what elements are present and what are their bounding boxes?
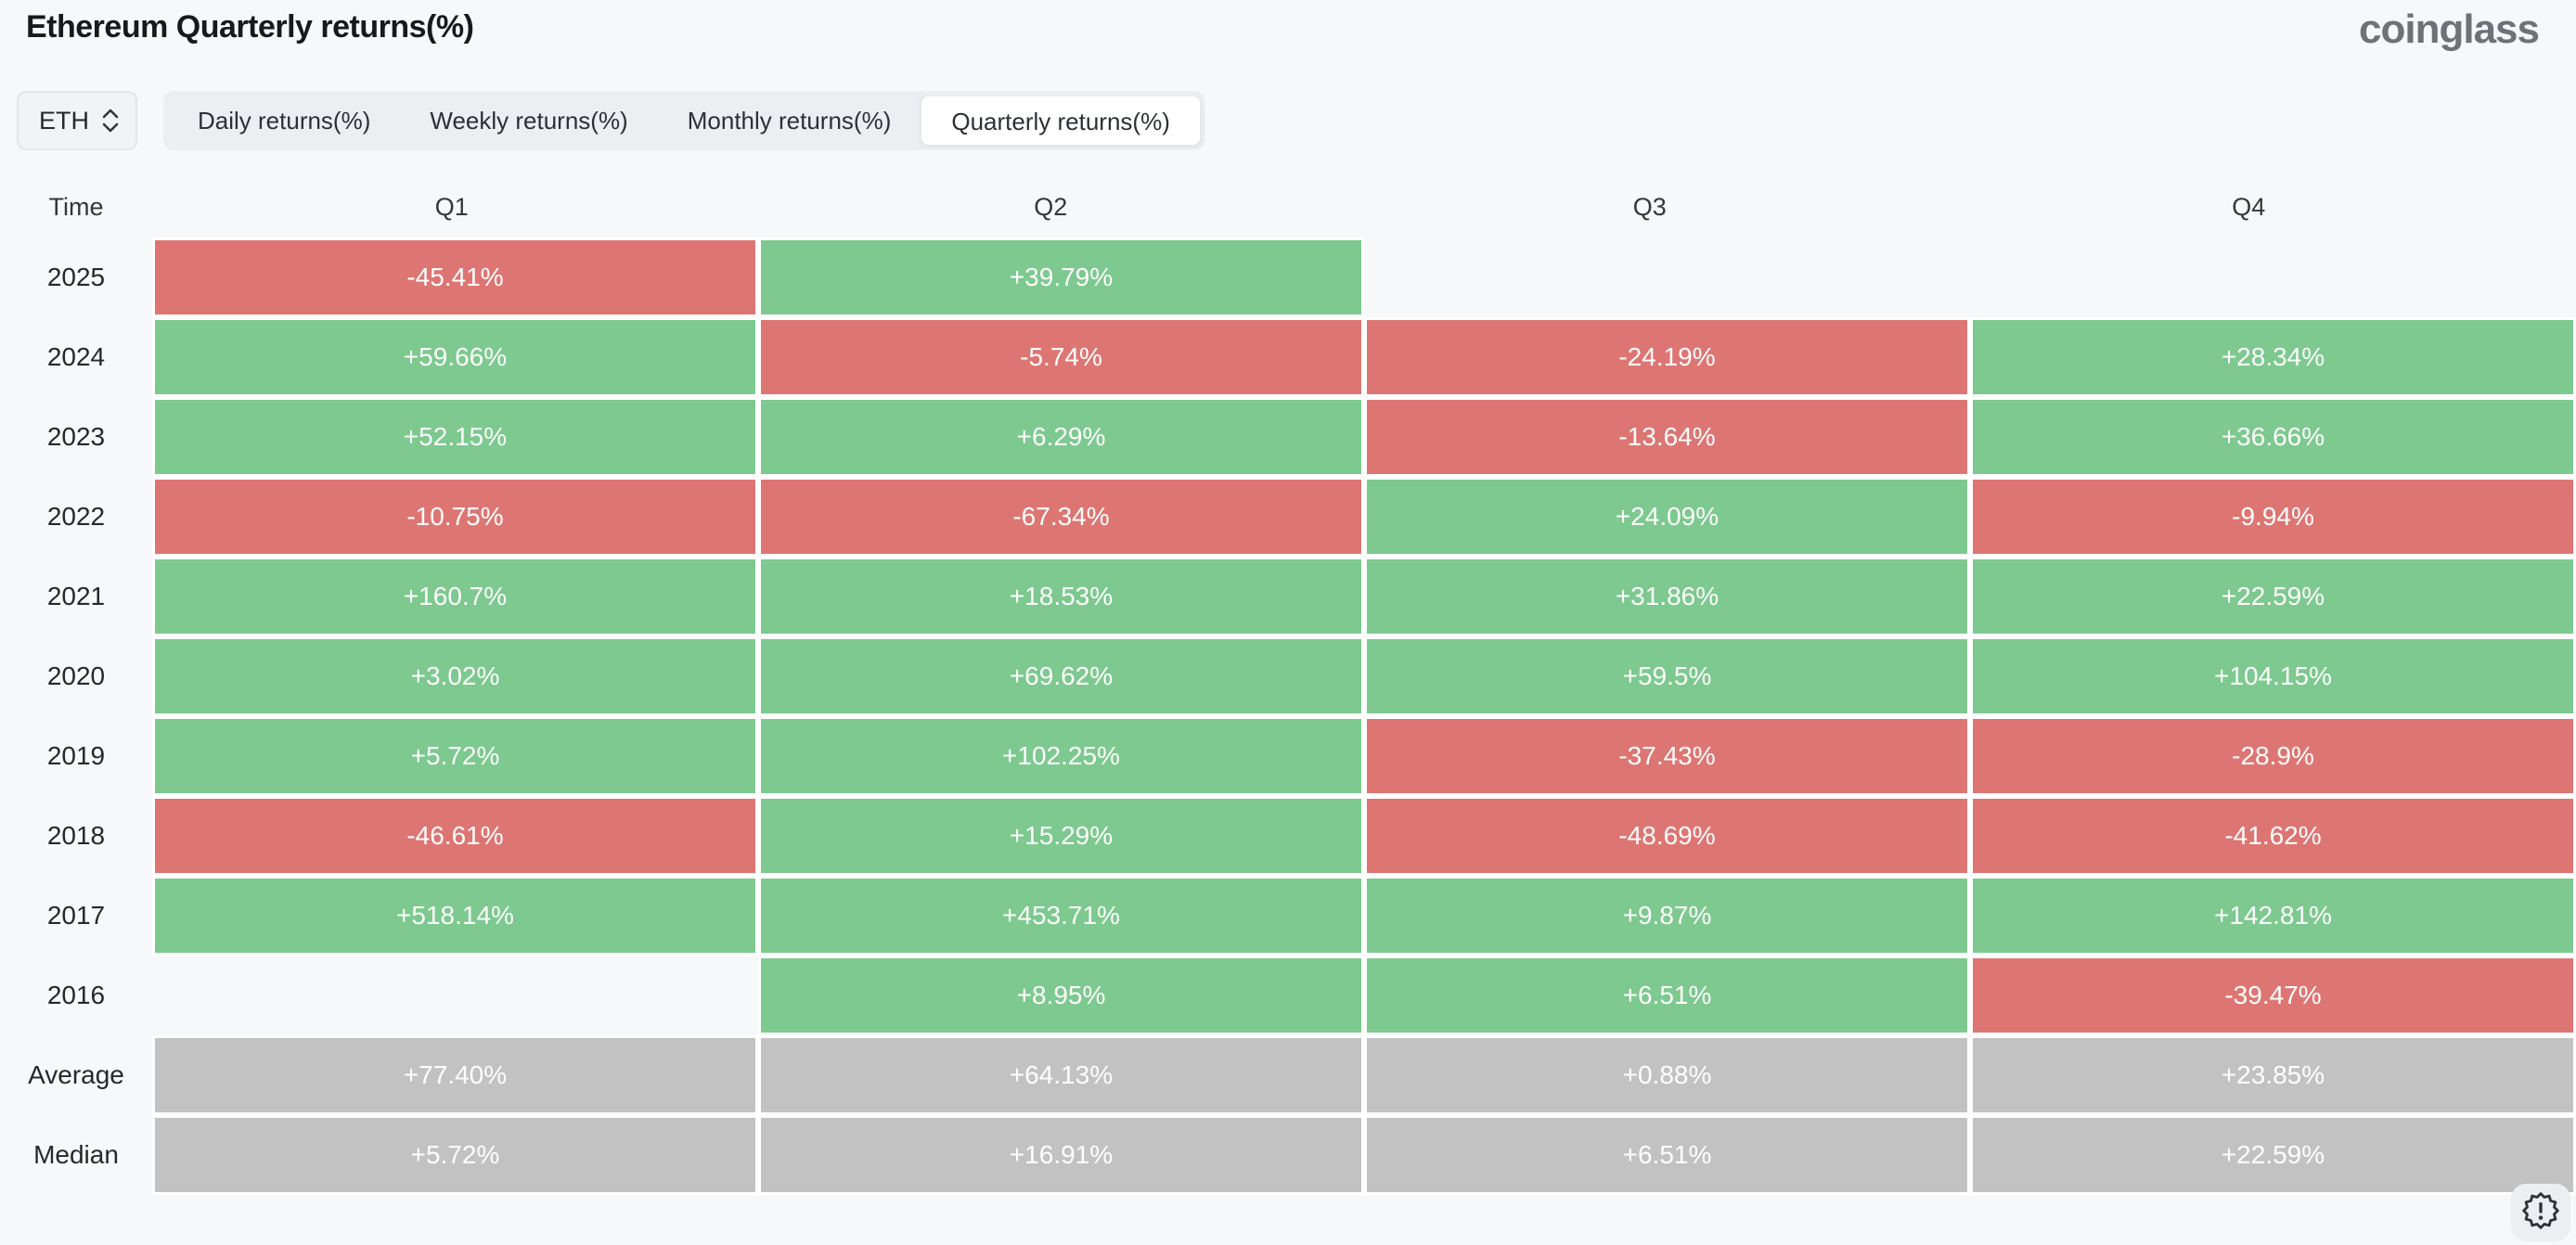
updown-chevron-icon [102,109,119,133]
column-header-q3: Q3 [1632,192,1667,221]
return-cell-2017-q4[interactable]: +142.81% [1970,876,2576,956]
table-row-2018: 2018 -46.61% +15.29% -48.69% -41.62% [0,796,2576,876]
return-cell-median-q4[interactable]: +22.59% [1970,1115,2576,1195]
return-cell-2024-q1[interactable]: +59.66% [152,317,758,397]
return-cell-2016-q2[interactable]: +8.95% [758,956,1364,1035]
return-cell-median-q3[interactable]: +6.51% [1364,1115,1970,1195]
return-cell-2016-q3[interactable]: +6.51% [1364,956,1970,1035]
return-cell-2023-q4[interactable]: +36.66% [1970,397,2576,477]
return-cell-2020-q3[interactable]: +59.5% [1364,636,1970,716]
column-header-q2: Q2 [1034,192,1068,221]
return-cell-2023-q1[interactable]: +52.15% [152,397,758,477]
table-row-2019: 2019 +5.72% +102.25% -37.43% -28.9% [0,716,2576,796]
controls-bar: ETH Daily returns(%) Weekly returns(%) Mon… [17,91,2576,150]
return-cell-2018-q3[interactable]: -48.69% [1364,796,1970,876]
symbol-select[interactable]: ETH [17,91,137,150]
return-cell-2020-q2[interactable]: +69.62% [758,636,1364,716]
return-cell-2022-q1[interactable]: -10.75% [152,477,758,557]
return-cell-2021-q1[interactable]: +160.7% [152,557,758,636]
return-cell-2020-q4[interactable]: +104.15% [1970,636,2576,716]
table-row-2021: 2021 +160.7% +18.53% +31.86% +22.59% [0,557,2576,636]
row-label: 2025 [46,263,106,291]
badge-exclamation-icon [2522,1191,2559,1234]
return-cell-2024-q3[interactable]: -24.19% [1364,317,1970,397]
returns-table: 2025 -45.41% +39.79% 2024 +59.66% -5.74% -24.1… [0,237,2576,1195]
row-label: 2022 [46,502,106,531]
column-header-q1: Q1 [434,192,469,221]
return-cell-2016-q4[interactable]: -39.47% [1970,956,2576,1035]
table-row-2024: 2024 +59.66% -5.74% -24.19% +28.34% [0,317,2576,397]
return-cell-2025-q1[interactable]: -45.41% [152,237,758,317]
table-row-2022: 2022 -10.75% -67.34% +24.09% -9.94% [0,477,2576,557]
return-cell-2019-q1[interactable]: +5.72% [152,716,758,796]
return-cell-2022-q2[interactable]: -67.34% [758,477,1364,557]
returns-period-tabs: Daily returns(%) Weekly returns(%) Monthly… [163,91,1205,150]
disclaimer-button[interactable] [2511,1184,2570,1241]
tab-daily[interactable]: Daily returns(%) [198,107,371,135]
tab-weekly[interactable]: Weekly returns(%) [430,107,628,135]
return-cell-2018-q1[interactable]: -46.61% [152,796,758,876]
row-label: 2020 [46,661,106,690]
return-cell-2021-q2[interactable]: +18.53% [758,557,1364,636]
return-cell-2018-q4[interactable]: -41.62% [1970,796,2576,876]
row-label: Average [28,1060,124,1089]
page-title: Ethereum Quarterly returns(%) [26,9,474,45]
return-cell-average-q3[interactable]: +0.88% [1364,1035,1970,1115]
column-header-q4: Q4 [2232,192,2266,221]
table-row-average: Average +77.40% +64.13% +0.88% +23.85% [0,1035,2576,1115]
return-cell-2016-q1 [152,956,758,1035]
return-cell-2019-q4[interactable]: -28.9% [1970,716,2576,796]
return-cell-2019-q2[interactable]: +102.25% [758,716,1364,796]
return-cell-2022-q3[interactable]: +24.09% [1364,477,1970,557]
return-cell-2024-q4[interactable]: +28.34% [1970,317,2576,397]
return-cell-2021-q3[interactable]: +31.86% [1364,557,1970,636]
return-cell-2017-q1[interactable]: +518.14% [152,876,758,956]
row-label: 2024 [46,342,106,371]
table-row-2016: 2016 +8.95% +6.51% -39.47% [0,956,2576,1035]
return-cell-2022-q4[interactable]: -9.94% [1970,477,2576,557]
row-label: 2021 [46,582,106,610]
return-cell-2024-q2[interactable]: -5.74% [758,317,1364,397]
return-cell-2017-q3[interactable]: +9.87% [1364,876,1970,956]
table-row-2025: 2025 -45.41% +39.79% [0,237,2576,317]
table-row-median: Median +5.72% +16.91% +6.51% +22.59% [0,1115,2576,1195]
column-header-time: Time [48,192,104,221]
row-label: 2019 [46,741,106,770]
return-cell-2025-q2[interactable]: +39.79% [758,237,1364,317]
table-row-2020: 2020 +3.02% +69.62% +59.5% +104.15% [0,636,2576,716]
return-cell-2025-q3 [1364,237,1970,317]
return-cell-2018-q2[interactable]: +15.29% [758,796,1364,876]
table-row-2023: 2023 +52.15% +6.29% -13.64% +36.66% [0,397,2576,477]
tab-quarterly[interactable]: Quarterly returns(%) [921,96,1201,146]
coinglass-logo: coinglass [2359,6,2540,52]
tab-monthly[interactable]: Monthly returns(%) [687,107,892,135]
table-row-2017: 2017 +518.14% +453.71% +9.87% +142.81% [0,876,2576,956]
symbol-select-value: ETH [39,106,89,135]
row-label: 2018 [46,821,106,850]
return-cell-median-q2[interactable]: +16.91% [758,1115,1364,1195]
return-cell-2020-q1[interactable]: +3.02% [152,636,758,716]
return-cell-2023-q2[interactable]: +6.29% [758,397,1364,477]
row-label: 2023 [46,422,106,451]
header: Ethereum Quarterly returns(%) coinglass [0,0,2576,54]
return-cell-2017-q2[interactable]: +453.71% [758,876,1364,956]
return-cell-median-q1[interactable]: +5.72% [152,1115,758,1195]
table-header-row: Time Q1 Q2 Q3 Q4 [0,178,2548,236]
row-label: 2016 [46,981,106,1009]
return-cell-average-q2[interactable]: +64.13% [758,1035,1364,1115]
return-cell-average-q1[interactable]: +77.40% [152,1035,758,1115]
return-cell-2025-q4 [1970,237,2576,317]
return-cell-2019-q3[interactable]: -37.43% [1364,716,1970,796]
return-cell-2023-q3[interactable]: -13.64% [1364,397,1970,477]
return-cell-average-q4[interactable]: +23.85% [1970,1035,2576,1115]
return-cell-2021-q4[interactable]: +22.59% [1970,557,2576,636]
row-label: 2017 [46,901,106,930]
row-label: Median [33,1140,119,1169]
